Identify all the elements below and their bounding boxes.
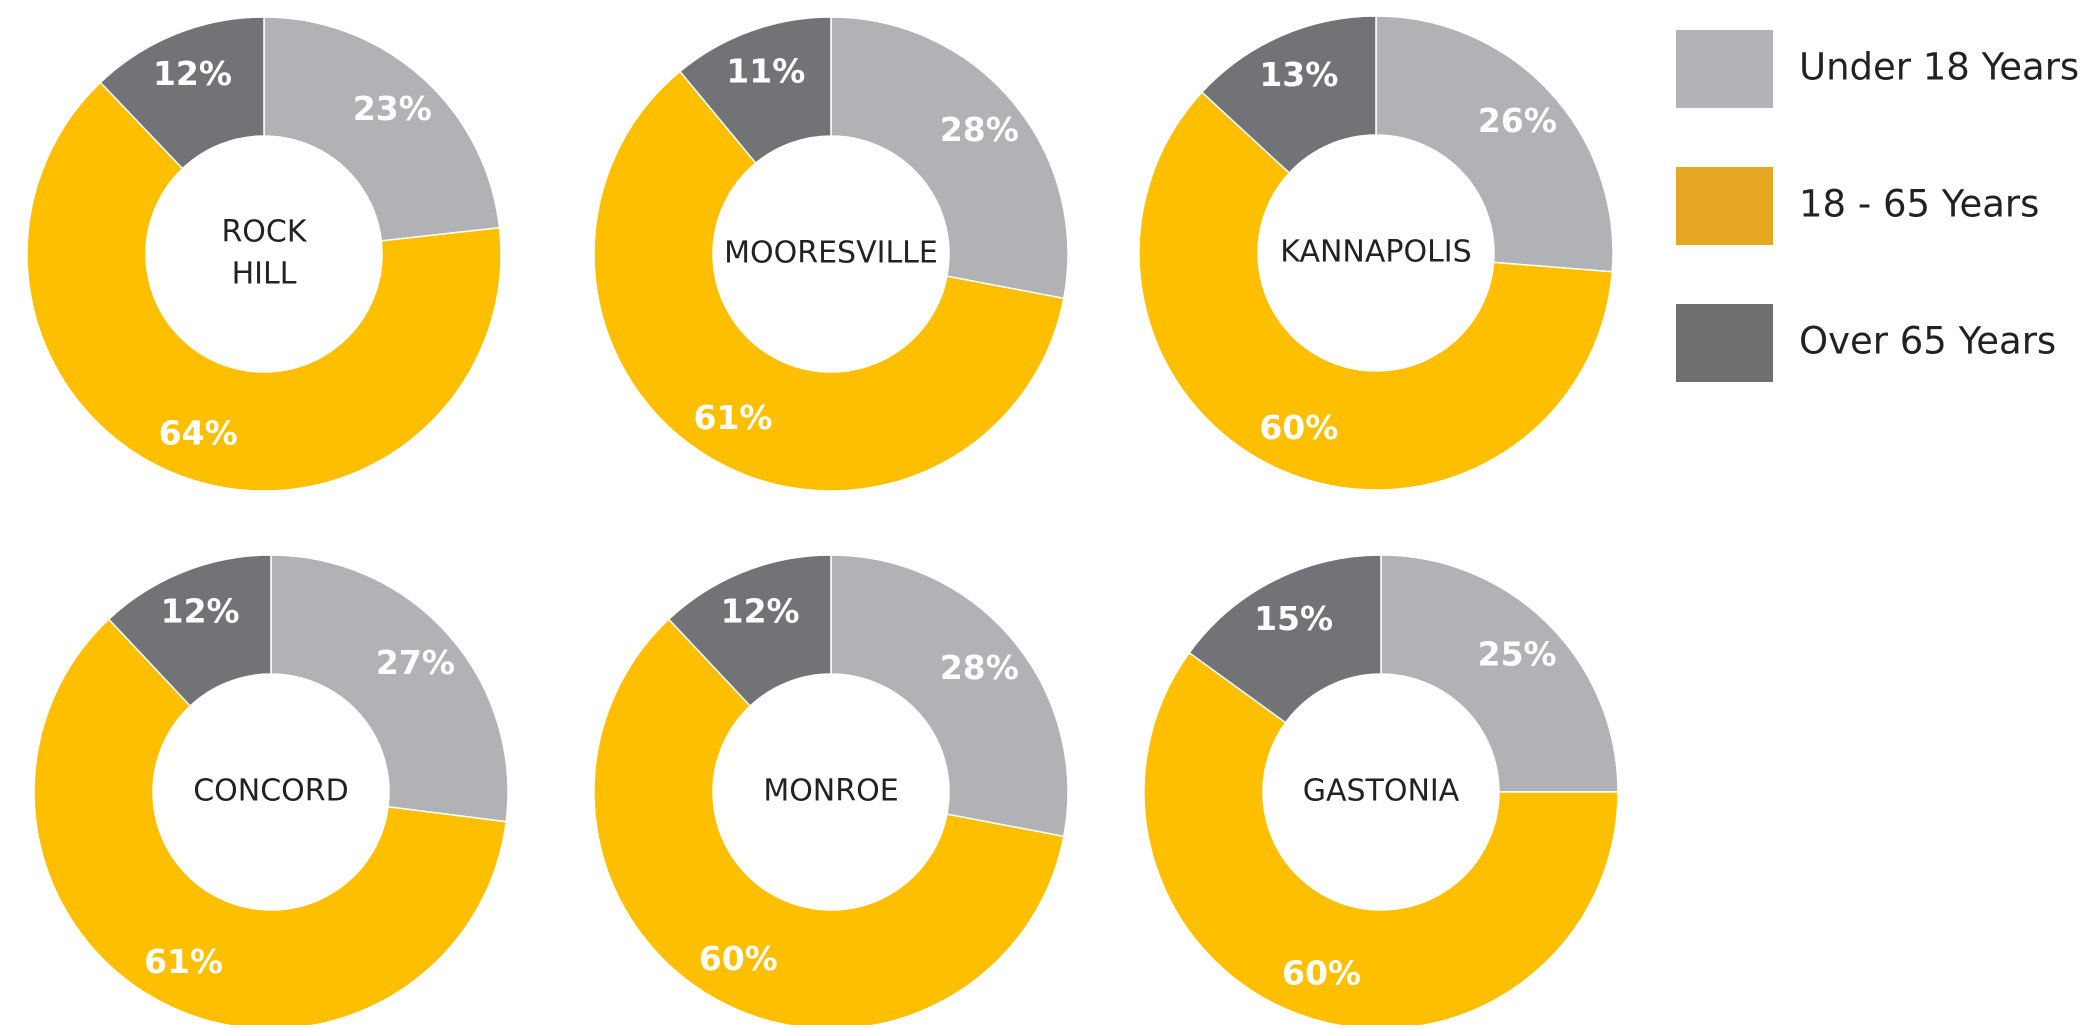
donut-slice [99, 16, 265, 170]
center-label: MOORESVILLE [724, 236, 938, 271]
donut-slice [263, 16, 501, 242]
data-label: 27% [376, 643, 455, 682]
data-label: 61% [694, 398, 773, 437]
data-label: 28% [940, 648, 1019, 687]
center-label: KANNAPOLIS [1280, 235, 1471, 270]
legend-label: Under 18 Years [1799, 46, 2079, 89]
legend-swatch [1676, 167, 1773, 245]
legend-swatch [1676, 304, 1773, 382]
donut-slice [1138, 91, 1614, 491]
center-label: HILL [232, 257, 297, 292]
data-label: 12% [153, 54, 232, 93]
center-label: CONCORD [193, 774, 349, 809]
donut-slice [26, 81, 502, 492]
data-label: 12% [161, 592, 240, 631]
donut-slice [1188, 554, 1382, 724]
donut-slice [1380, 554, 1619, 793]
data-label: 64% [159, 413, 238, 452]
donut-slice [107, 554, 272, 708]
legend-label: 18 - 65 Years [1799, 183, 2039, 226]
data-label: 12% [721, 592, 800, 631]
donut-slice [1200, 15, 1377, 174]
center-label: MONROE [763, 774, 898, 809]
donut-slice [593, 70, 1065, 492]
data-label: 11% [726, 51, 805, 90]
data-label: 13% [1259, 55, 1338, 94]
center-label: GASTONIA [1303, 774, 1460, 809]
data-label: 60% [699, 939, 778, 978]
center-label: ROCK [221, 215, 307, 250]
donut-slice [593, 618, 1065, 1029]
donut-slice [1375, 15, 1614, 273]
donut-slice [667, 554, 832, 708]
data-label: 60% [1282, 954, 1361, 993]
legend-swatch [1676, 30, 1773, 108]
data-label: 15% [1254, 599, 1333, 638]
donut-slice [33, 618, 507, 1029]
data-label: 28% [940, 110, 1019, 149]
data-label: 60% [1259, 408, 1338, 447]
legend-label: Over 65 Years [1799, 320, 2056, 363]
data-label: 61% [144, 942, 223, 981]
donut-slice [830, 16, 1069, 300]
donut-slice [270, 554, 509, 823]
data-label: 25% [1478, 634, 1557, 673]
donut-slice [830, 554, 1069, 838]
data-label: 23% [353, 89, 432, 128]
data-label: 26% [1478, 101, 1557, 140]
donut-slice [678, 16, 832, 165]
donut-slice [1143, 651, 1619, 1029]
